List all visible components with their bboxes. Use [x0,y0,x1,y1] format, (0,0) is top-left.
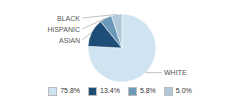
html-text:13.4%: 13.4% [100,87,120,94]
svg-text:WHITE: WHITE [164,69,187,76]
html-text:5.8%: 5.8% [139,87,156,94]
html-text:5.0%: 5.0% [175,87,192,94]
svg-text:ASIAN: ASIAN [59,37,80,44]
html-text:75.8%: 75.8% [60,87,80,94]
svg-text:BLACK: BLACK [57,15,80,22]
svg-text:HISPANIC: HISPANIC [47,26,80,33]
